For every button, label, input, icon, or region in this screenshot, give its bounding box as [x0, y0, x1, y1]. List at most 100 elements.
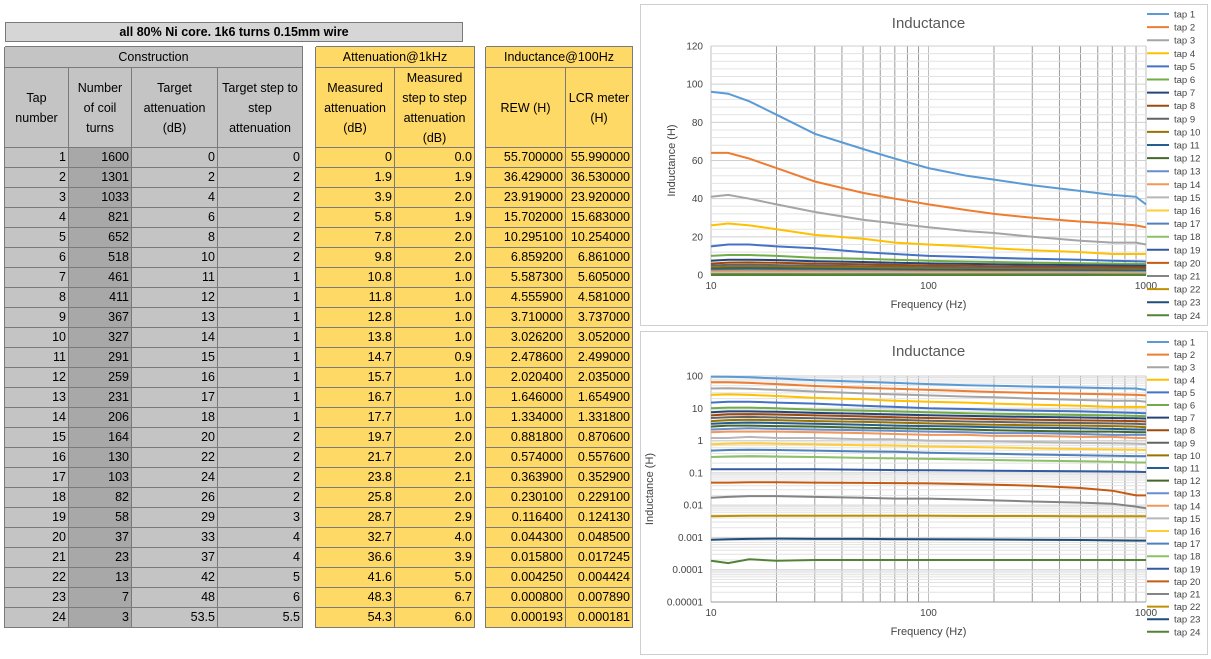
table-cell-meas_att[interactable]: 9.8 [316, 248, 395, 268]
table-cell-target_att[interactable]: 42 [132, 568, 218, 588]
header-rew[interactable]: REW (H) [486, 68, 566, 148]
table-cell-meas_att[interactable]: 19.7 [316, 428, 395, 448]
table-cell-tap[interactable]: 18 [5, 488, 69, 508]
table-cell-turns[interactable]: 13 [69, 568, 132, 588]
table-cell-turns[interactable]: 1600 [69, 148, 132, 168]
table-cell-target_att[interactable]: 22 [132, 448, 218, 468]
table-cell-meas_att[interactable]: 14.7 [316, 348, 395, 368]
table-cell-rew[interactable]: 3.710000 [486, 308, 566, 328]
table-cell-tap[interactable]: 13 [5, 388, 69, 408]
table-cell-target_step[interactable]: 1 [218, 348, 303, 368]
table-cell-target_step[interactable]: 2 [218, 488, 303, 508]
table-cell-tap[interactable]: 2 [5, 168, 69, 188]
group-construction[interactable]: Construction [5, 47, 303, 68]
table-cell-meas_step[interactable]: 1.0 [395, 408, 475, 428]
table-cell-rew[interactable]: 3.026200 [486, 328, 566, 348]
table-cell-rew[interactable]: 0.116400 [486, 508, 566, 528]
table-cell-meas_att[interactable]: 36.6 [316, 548, 395, 568]
table-cell-meas_step[interactable]: 2.0 [395, 488, 475, 508]
table-cell-meas_step[interactable]: 6.0 [395, 608, 475, 628]
table-cell-meas_step[interactable]: 2.0 [395, 228, 475, 248]
table-cell-lcr[interactable]: 0.000181 [566, 608, 633, 628]
table-cell-meas_att[interactable]: 7.8 [316, 228, 395, 248]
table-cell-turns[interactable]: 411 [69, 288, 132, 308]
table-cell-meas_step[interactable]: 2.0 [395, 448, 475, 468]
inductance-log-chart[interactable]: Inductance 0.00001 0.0001 0.001 0.01 0.1 1 10 10… [640, 331, 1208, 655]
table-cell-meas_step[interactable]: 4.0 [395, 528, 475, 548]
table-cell-turns[interactable]: 652 [69, 228, 132, 248]
table-cell-rew[interactable]: 15.702000 [486, 208, 566, 228]
table-cell-turns[interactable]: 23 [69, 548, 132, 568]
table-cell-meas_att[interactable]: 12.8 [316, 308, 395, 328]
table-cell-tap[interactable]: 10 [5, 328, 69, 348]
table-cell-target_att[interactable]: 10 [132, 248, 218, 268]
table-cell-tap[interactable]: 16 [5, 448, 69, 468]
table-cell-turns[interactable]: 1033 [69, 188, 132, 208]
table-cell-target_att[interactable]: 33 [132, 528, 218, 548]
table-cell-rew[interactable]: 0.230100 [486, 488, 566, 508]
table-cell-rew[interactable]: 1.334000 [486, 408, 566, 428]
table-cell-meas_step[interactable]: 0.0 [395, 148, 475, 168]
table-cell-meas_att[interactable]: 10.8 [316, 268, 395, 288]
table-cell-tap[interactable]: 23 [5, 588, 69, 608]
table-cell-tap[interactable]: 21 [5, 548, 69, 568]
table-cell-target_step[interactable]: 2 [218, 208, 303, 228]
table-cell-target_att[interactable]: 15 [132, 348, 218, 368]
table-cell-target_step[interactable]: 2 [218, 228, 303, 248]
table-cell-target_step[interactable]: 2 [218, 188, 303, 208]
table-cell-lcr[interactable]: 36.530000 [566, 168, 633, 188]
table-cell-target_step[interactable]: 1 [218, 308, 303, 328]
table-cell-turns[interactable]: 821 [69, 208, 132, 228]
table-cell-meas_att[interactable]: 23.8 [316, 468, 395, 488]
table-cell-turns[interactable]: 58 [69, 508, 132, 528]
table-cell-lcr[interactable]: 23.920000 [566, 188, 633, 208]
table-cell-target_att[interactable]: 18 [132, 408, 218, 428]
table-cell-rew[interactable]: 0.881800 [486, 428, 566, 448]
table-cell-turns[interactable]: 82 [69, 488, 132, 508]
table-cell-meas_step[interactable]: 0.9 [395, 348, 475, 368]
table-cell-turns[interactable]: 164 [69, 428, 132, 448]
table-cell-target_step[interactable]: 2 [218, 468, 303, 488]
table-cell-meas_att[interactable]: 11.8 [316, 288, 395, 308]
table-cell-target_step[interactable]: 1 [218, 288, 303, 308]
table-cell-lcr[interactable]: 0.557600 [566, 448, 633, 468]
table-cell-lcr[interactable]: 1.654900 [566, 388, 633, 408]
table-cell-tap[interactable]: 15 [5, 428, 69, 448]
table-cell-target_step[interactable]: 0 [218, 148, 303, 168]
table-cell-rew[interactable]: 2.478600 [486, 348, 566, 368]
table-cell-meas_step[interactable]: 1.0 [395, 288, 475, 308]
table-cell-target_step[interactable]: 1 [218, 328, 303, 348]
table-cell-turns[interactable]: 259 [69, 368, 132, 388]
table-cell-target_step[interactable]: 4 [218, 548, 303, 568]
table-cell-target_att[interactable]: 14 [132, 328, 218, 348]
table-cell-tap[interactable]: 17 [5, 468, 69, 488]
table-cell-rew[interactable]: 6.859200 [486, 248, 566, 268]
table-cell-turns[interactable]: 103 [69, 468, 132, 488]
table-cell-target_step[interactable]: 5.5 [218, 608, 303, 628]
table-cell-target_att[interactable]: 6 [132, 208, 218, 228]
table-cell-target_att[interactable]: 48 [132, 588, 218, 608]
table-cell-tap[interactable]: 9 [5, 308, 69, 328]
table-cell-target_step[interactable]: 2 [218, 168, 303, 188]
table-cell-rew[interactable]: 4.555900 [486, 288, 566, 308]
table-cell-turns[interactable]: 7 [69, 588, 132, 608]
header-meas_step[interactable]: Measured step to step attenuation (dB) [395, 68, 475, 148]
table-cell-rew[interactable]: 0.044300 [486, 528, 566, 548]
table-cell-tap[interactable]: 24 [5, 608, 69, 628]
table-cell-meas_step[interactable]: 1.9 [395, 168, 475, 188]
table-cell-meas_step[interactable]: 1.9 [395, 208, 475, 228]
table-cell-target_step[interactable]: 2 [218, 448, 303, 468]
table-cell-target_att[interactable]: 13 [132, 308, 218, 328]
table-cell-rew[interactable]: 1.646000 [486, 388, 566, 408]
table-cell-tap[interactable]: 3 [5, 188, 69, 208]
table-cell-meas_att[interactable]: 54.3 [316, 608, 395, 628]
table-cell-lcr[interactable]: 2.035000 [566, 368, 633, 388]
table-cell-tap[interactable]: 19 [5, 508, 69, 528]
table-cell-target_att[interactable]: 29 [132, 508, 218, 528]
table-cell-turns[interactable]: 130 [69, 448, 132, 468]
table-cell-target_step[interactable]: 5 [218, 568, 303, 588]
table-cell-turns[interactable]: 291 [69, 348, 132, 368]
header-tap[interactable]: Tap number [5, 68, 69, 148]
table-cell-rew[interactable]: 0.004250 [486, 568, 566, 588]
table-cell-meas_att[interactable]: 1.9 [316, 168, 395, 188]
